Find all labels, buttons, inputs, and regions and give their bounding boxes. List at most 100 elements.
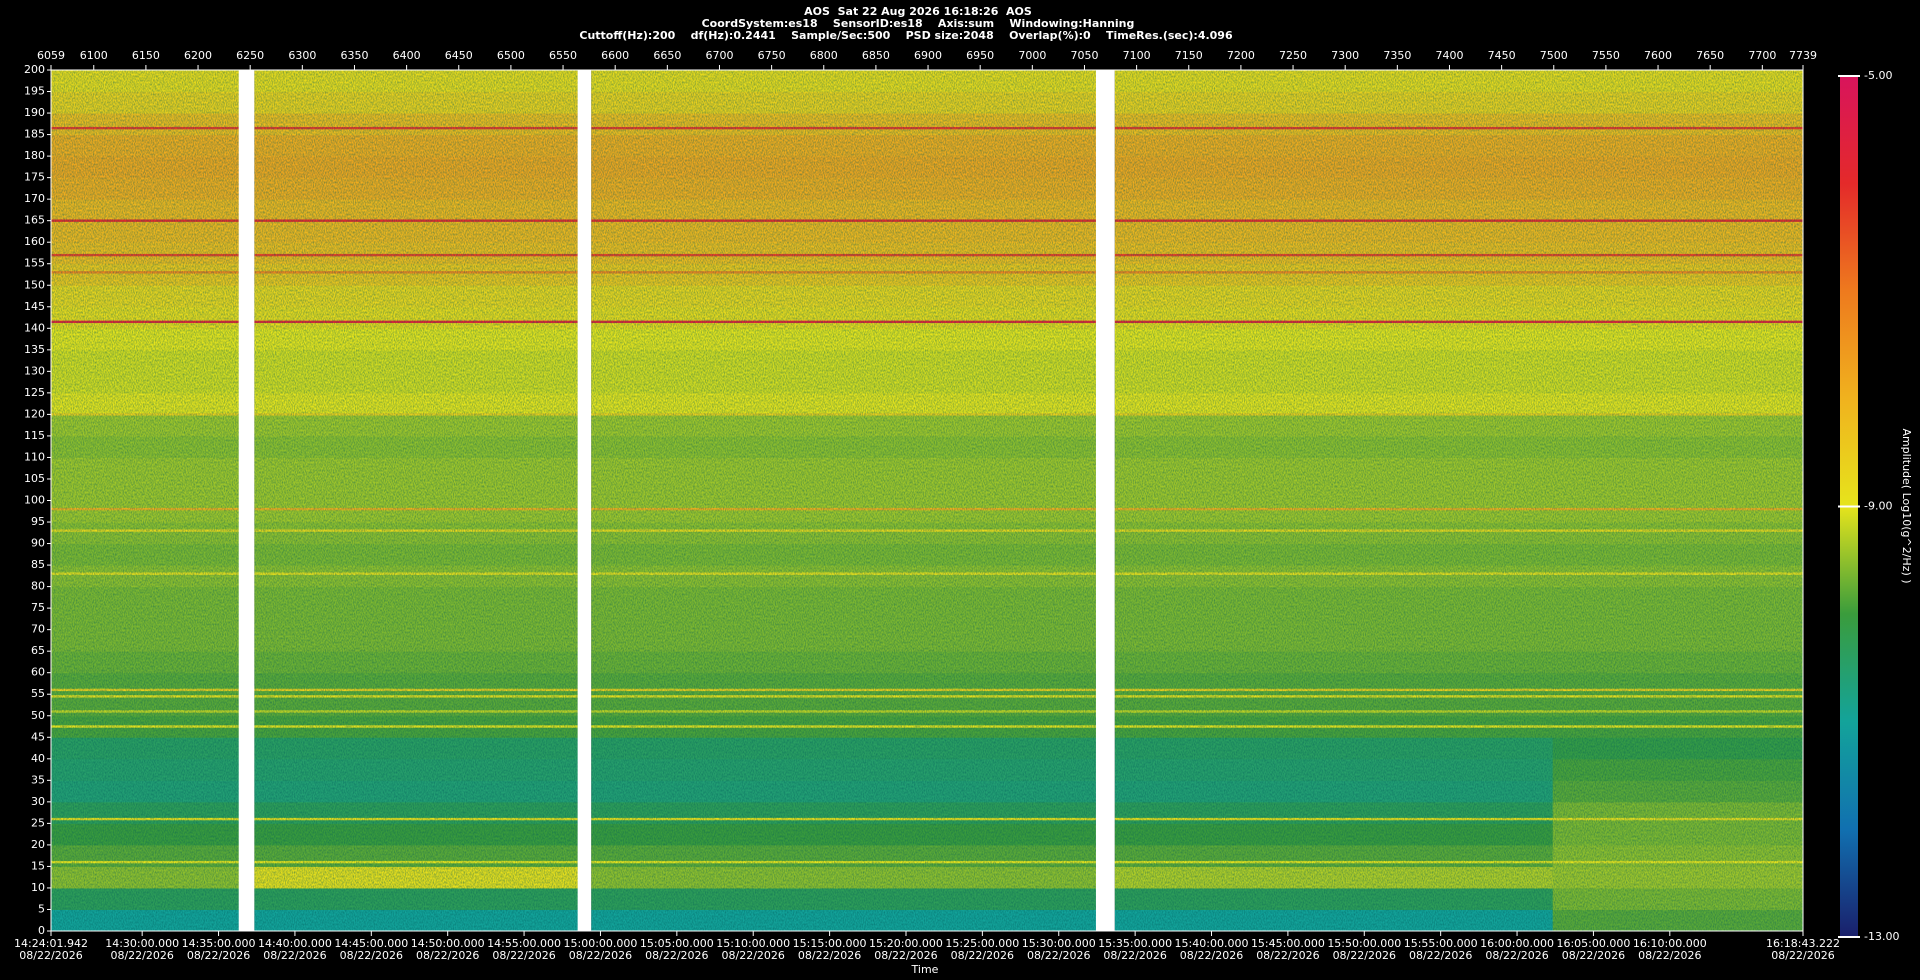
x-tick-label: 7700: [1748, 49, 1776, 62]
y-tick-label: 155: [24, 257, 45, 270]
x-tick-label: 6900: [914, 49, 942, 62]
y-tick-label: 165: [24, 214, 45, 227]
x-tick-label: 7100: [1123, 49, 1151, 62]
time-tick-label: 15:05:00.000: [640, 937, 714, 950]
x-tick-label: 6250: [236, 49, 264, 62]
y-tick-label: 100: [24, 494, 45, 507]
time-tick-label: 15:45:00.000: [1251, 937, 1325, 950]
time-tick-date: 08/22/2026: [1485, 949, 1548, 962]
y-tick-label: 65: [31, 644, 45, 657]
y-tick-label: 35: [31, 773, 45, 786]
x-tick-label: 6650: [653, 49, 681, 62]
time-tick-date: 08/22/2026: [340, 949, 403, 962]
time-tick-label: 16:00:00.000: [1480, 937, 1554, 950]
y-tick-label: 10: [31, 881, 45, 894]
time-tick-label: 15:15:00.000: [793, 937, 867, 950]
colorbar-tick-label: -5.00: [1864, 69, 1892, 82]
y-tick-label: 195: [24, 85, 45, 98]
y-tick-label: 25: [31, 816, 45, 829]
time-tick-date: 08/22/2026: [1256, 949, 1319, 962]
x-tick-label: 7650: [1696, 49, 1724, 62]
x-tick-label: 7200: [1227, 49, 1255, 62]
x-tick-label: 6800: [810, 49, 838, 62]
y-tick-label: 40: [31, 752, 45, 765]
time-tick-label: 14:30:00.000: [105, 937, 179, 950]
y-tick-label: 170: [24, 192, 45, 205]
x-tick-label: 7400: [1435, 49, 1463, 62]
time-tick-label: 14:45:00.000: [334, 937, 408, 950]
time-tick-label: 15:35:00.000: [1098, 937, 1172, 950]
time-tick-date: 08/22/2026: [951, 949, 1014, 962]
time-tick-label: 16:18:43.222: [1766, 937, 1840, 950]
y-tick-label: 90: [31, 537, 45, 550]
y-tick-label: 55: [31, 687, 45, 700]
time-tick-date: 08/22/2026: [645, 949, 708, 962]
y-tick-label: 0: [38, 924, 45, 937]
x-tick-label: 7250: [1279, 49, 1307, 62]
x-tick-label: 7550: [1592, 49, 1620, 62]
x-tick-label: 7000: [1018, 49, 1046, 62]
y-tick-label: 120: [24, 407, 45, 420]
y-tick-label: 50: [31, 709, 45, 722]
y-tick-label: 160: [24, 235, 45, 248]
chart-subtitle: CoordSystem:es18 SensorID:es18 Axis:sum …: [702, 17, 1135, 30]
x-tick-label: 7600: [1644, 49, 1672, 62]
y-tick-label: 85: [31, 558, 45, 571]
y-tick-label: 105: [24, 472, 45, 485]
y-tick-label: 190: [24, 106, 45, 119]
y-tick-label: 150: [24, 278, 45, 291]
y-tick-label: 95: [31, 515, 45, 528]
time-tick-date: 08/22/2026: [1771, 949, 1834, 962]
y-tick-label: 75: [31, 601, 45, 614]
time-tick-label: 14:35:00.000: [182, 937, 256, 950]
time-tick-label: 16:05:00.000: [1556, 937, 1630, 950]
time-tick-date: 08/22/2026: [492, 949, 555, 962]
x-tick-label: 6950: [966, 49, 994, 62]
x-tick-label: 6059: [37, 49, 65, 62]
y-tick-label: 5: [38, 902, 45, 915]
y-tick-label: 125: [24, 386, 45, 399]
y-tick-label: 135: [24, 343, 45, 356]
time-tick-label: 14:50:00.000: [411, 937, 485, 950]
x-tick-label: 6750: [758, 49, 786, 62]
y-tick-label: 60: [31, 666, 45, 679]
chart-title: AOS Sat 22 Aug 2026 16:18:26 AOS: [804, 5, 1032, 18]
x-tick-label: 6850: [862, 49, 890, 62]
x-tick-label: 7050: [1070, 49, 1098, 62]
x-tick-label: 6150: [132, 49, 160, 62]
x-tick-label: 7300: [1331, 49, 1359, 62]
x-axis-label: Time: [911, 963, 939, 976]
time-tick-label: 15:20:00.000: [869, 937, 943, 950]
x-tick-label: 7450: [1488, 49, 1516, 62]
time-tick-label: 14:55:00.000: [487, 937, 561, 950]
time-tick-label: 15:40:00.000: [1175, 937, 1249, 950]
y-tick-label: 45: [31, 730, 45, 743]
time-tick-date: 08/22/2026: [187, 949, 250, 962]
y-tick-label: 185: [24, 128, 45, 141]
time-tick-label: 15:30:00.000: [1022, 937, 1096, 950]
colorbar-tick-label: -9.00: [1864, 500, 1892, 513]
time-tick-date: 08/22/2026: [1409, 949, 1472, 962]
time-tick-date: 08/22/2026: [1180, 949, 1243, 962]
time-tick-date: 08/22/2026: [874, 949, 937, 962]
time-tick-date: 08/22/2026: [1333, 949, 1396, 962]
x-tick-label: 6100: [80, 49, 108, 62]
time-tick-date: 08/22/2026: [1027, 949, 1090, 962]
time-tick-label: 14:40:00.000: [258, 937, 332, 950]
x-tick-label: 6600: [601, 49, 629, 62]
x-tick-label: 6550: [549, 49, 577, 62]
time-tick-label: 16:10:00.000: [1633, 937, 1707, 950]
time-tick-label: 15:50:00.000: [1327, 937, 1401, 950]
data-gap: [577, 70, 592, 931]
data-gap: [1095, 70, 1115, 931]
data-gap: [238, 70, 255, 931]
time-tick-label: 14:24:01.942: [14, 937, 88, 950]
time-tick-date: 08/22/2026: [19, 949, 82, 962]
y-tick-label: 175: [24, 171, 45, 184]
time-tick-date: 08/22/2026: [1638, 949, 1701, 962]
y-tick-label: 180: [24, 149, 45, 162]
time-tick-date: 08/22/2026: [569, 949, 632, 962]
y-tick-label: 145: [24, 300, 45, 313]
time-tick-label: 15:00:00.000: [564, 937, 638, 950]
x-tick-label: 7150: [1175, 49, 1203, 62]
